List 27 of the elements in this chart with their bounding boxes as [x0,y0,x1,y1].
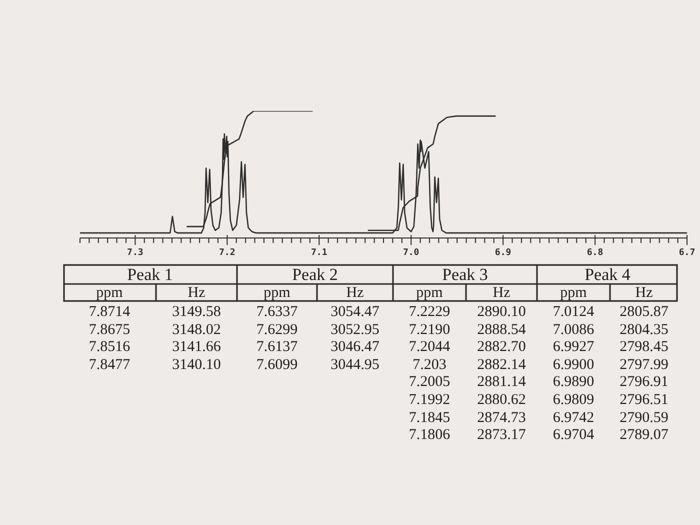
text: 2890.10 2888.54 2882.70 2882.14 2881.14 2880.62 2874.73 2873.17 [477,304,526,445]
x-tick-label: 7.3 [127,248,144,258]
text: Hz [346,285,364,301]
text: 2805.87 2804.35 2798.45 2797.99 2796.91 2796.51 2790.59 2789.07 [620,304,668,445]
text: 7.2229 7.2190 7.2044 7.203 7.2005 7.1992 7.1845 7.1806 [408,304,450,445]
text: Hz [492,285,510,301]
text: 3149.58 3148.02 3141.66 3140.10 [172,304,221,374]
text: Hz [635,285,653,301]
text: 7.6337 7.6299 7.6137 7.6099 [256,304,298,374]
text: ppm [264,285,290,301]
x-tick-label: 6.7 [678,248,696,258]
text: Hz [188,285,206,301]
text: 7.0124 7.0086 6.9927 6.9900 6.9890 6.9809 6.9742 6.9704 [552,304,594,445]
x-tick-label: 7.1 [310,248,328,258]
text: ppm [416,285,443,301]
text: 7.8714 7.8675 7.8516 7.8477 [88,304,130,374]
x-tick-label: 6.8 [586,248,604,258]
text: ppm [560,285,587,301]
x-tick-label: 7.2 [219,248,236,258]
text: Peak 1 [127,265,173,284]
x-tick-label: 7.0 [402,248,420,258]
x-tick-label: 6.9 [494,248,512,258]
text: Peak 4 [584,265,630,284]
text: Peak 2 [292,265,338,284]
text: Peak 3 [442,265,488,284]
text: ppm [96,285,123,301]
text: 3054.47 3052.95 3046.47 3044.95 [330,304,380,374]
